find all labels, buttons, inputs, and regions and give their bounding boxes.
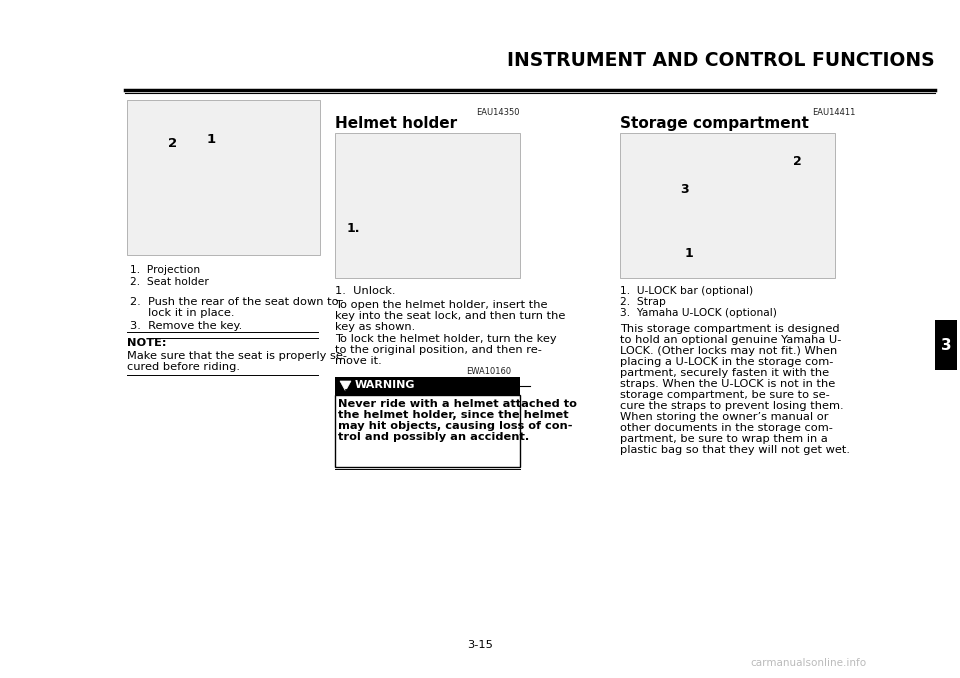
Polygon shape xyxy=(340,381,351,391)
Text: EWA10160: EWA10160 xyxy=(466,367,511,376)
Text: other documents in the storage com-: other documents in the storage com- xyxy=(620,423,833,433)
Bar xyxy=(935,320,957,370)
Text: the helmet holder, since the helmet: the helmet holder, since the helmet xyxy=(338,410,568,420)
Text: partment, securely fasten it with the: partment, securely fasten it with the xyxy=(620,368,829,378)
Bar xyxy=(335,133,520,278)
Text: LOCK. (Other locks may not fit.) When: LOCK. (Other locks may not fit.) When xyxy=(620,346,837,356)
Text: trol and possibly an accident.: trol and possibly an accident. xyxy=(338,432,529,442)
Text: EAU14350: EAU14350 xyxy=(476,108,519,117)
Text: 3.  Yamaha U-LOCK (optional): 3. Yamaha U-LOCK (optional) xyxy=(620,308,777,318)
Text: 1.  Projection: 1. Projection xyxy=(130,265,200,275)
Text: to the original position, and then re-: to the original position, and then re- xyxy=(335,345,541,355)
Text: 2.  Push the rear of the seat down to: 2. Push the rear of the seat down to xyxy=(130,297,339,307)
Text: When storing the owner’s manual or: When storing the owner’s manual or xyxy=(620,412,828,422)
Text: cured before riding.: cured before riding. xyxy=(127,362,240,372)
Text: to hold an optional genuine Yamaha U-: to hold an optional genuine Yamaha U- xyxy=(620,335,841,345)
Text: straps. When the U-LOCK is not in the: straps. When the U-LOCK is not in the xyxy=(620,379,835,389)
Text: key as shown.: key as shown. xyxy=(335,322,416,332)
Text: Storage compartment: Storage compartment xyxy=(620,116,809,131)
Text: storage compartment, be sure to se-: storage compartment, be sure to se- xyxy=(620,390,829,400)
Text: WARNING: WARNING xyxy=(355,380,416,390)
Text: partment, be sure to wrap them in a: partment, be sure to wrap them in a xyxy=(620,434,828,444)
Text: placing a U-LOCK in the storage com-: placing a U-LOCK in the storage com- xyxy=(620,357,833,367)
Text: 1.: 1. xyxy=(347,222,361,235)
Text: 2.  Seat holder: 2. Seat holder xyxy=(130,277,209,287)
Text: carmanualsonline.info: carmanualsonline.info xyxy=(750,658,866,668)
Text: This storage compartment is designed: This storage compartment is designed xyxy=(620,324,840,334)
Text: 2: 2 xyxy=(168,137,178,150)
Text: NOTE:: NOTE: xyxy=(127,338,166,348)
Text: To lock the helmet holder, turn the key: To lock the helmet holder, turn the key xyxy=(335,334,557,344)
Text: To open the helmet holder, insert the: To open the helmet holder, insert the xyxy=(335,300,547,310)
Text: 1.  Unlock.: 1. Unlock. xyxy=(335,286,396,296)
Text: !: ! xyxy=(344,389,348,398)
Text: EAU14411: EAU14411 xyxy=(812,108,855,117)
Text: 3: 3 xyxy=(941,338,951,353)
Text: 3: 3 xyxy=(680,183,688,196)
Text: 3-15: 3-15 xyxy=(468,640,492,650)
Bar xyxy=(335,395,520,467)
Text: 1: 1 xyxy=(207,133,216,146)
Text: plastic bag so that they will not get wet.: plastic bag so that they will not get we… xyxy=(620,445,850,455)
Text: move it.: move it. xyxy=(335,356,382,366)
Text: 1: 1 xyxy=(685,247,694,260)
Bar xyxy=(127,100,320,255)
Text: 2.  Strap: 2. Strap xyxy=(620,297,666,307)
Text: may hit objects, causing loss of con-: may hit objects, causing loss of con- xyxy=(338,421,572,431)
Text: Make sure that the seat is properly se-: Make sure that the seat is properly se- xyxy=(127,351,347,361)
Text: cure the straps to prevent losing them.: cure the straps to prevent losing them. xyxy=(620,401,844,411)
Text: key into the seat lock, and then turn the: key into the seat lock, and then turn th… xyxy=(335,311,565,321)
Bar xyxy=(335,377,520,395)
Text: Helmet holder: Helmet holder xyxy=(335,116,457,131)
Text: 3.  Remove the key.: 3. Remove the key. xyxy=(130,321,242,331)
Text: 2: 2 xyxy=(793,155,802,168)
Bar xyxy=(620,133,835,278)
Text: 1.  U-LOCK bar (optional): 1. U-LOCK bar (optional) xyxy=(620,286,754,296)
Text: Never ride with a helmet attached to: Never ride with a helmet attached to xyxy=(338,399,577,409)
Text: INSTRUMENT AND CONTROL FUNCTIONS: INSTRUMENT AND CONTROL FUNCTIONS xyxy=(508,51,935,70)
Text: lock it in place.: lock it in place. xyxy=(148,308,234,318)
